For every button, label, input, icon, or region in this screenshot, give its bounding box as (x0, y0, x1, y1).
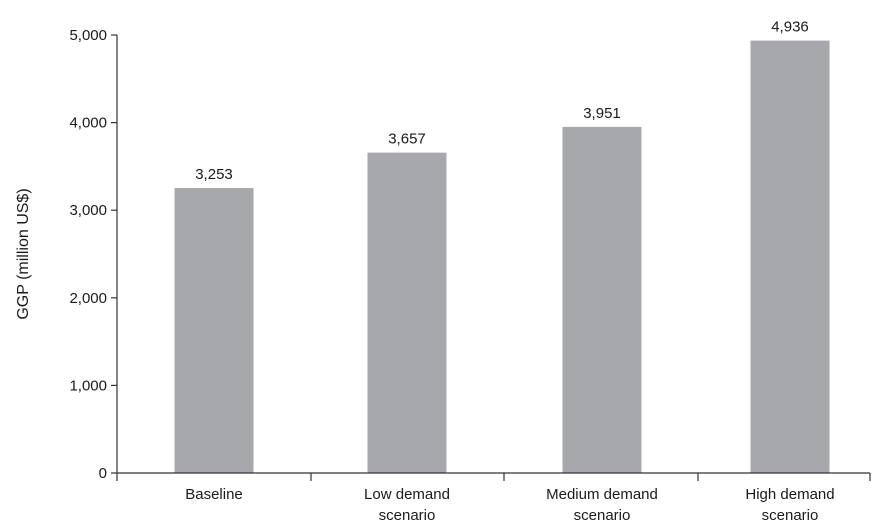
y-tick-label: 2,000 (69, 290, 107, 307)
bar-value-label: 3,657 (388, 131, 426, 148)
bar (562, 126, 642, 474)
y-axis: 0 1,000 2,000 3,000 4,000 5,000 (69, 27, 118, 482)
x-category-label: Low demand scenario (364, 486, 450, 524)
bar-value-label: 4,936 (771, 19, 809, 36)
x-axis: Baseline Low demand scenario Medium demand s… (116, 472, 871, 524)
x-category-label: Medium demand scenario (546, 486, 658, 524)
y-tick-label: 0 (99, 465, 107, 482)
y-tick-label: 1,000 (69, 377, 107, 394)
x-category-label-line: Low demand (364, 486, 450, 503)
bars-group: 3,253 3,657 3,951 4,936 (174, 19, 830, 474)
bar-value-label: 3,253 (195, 166, 233, 183)
x-category-label-line: scenario (379, 507, 436, 524)
y-axis-title: GGP (million US$) (15, 188, 32, 319)
x-category-label: High demand scenario (745, 486, 834, 524)
x-category-label-line: scenario (574, 507, 631, 524)
x-category-label: Baseline (185, 486, 243, 503)
y-tick-label: 4,000 (69, 115, 107, 132)
x-category-label-line: High demand (745, 486, 834, 503)
y-tick-label: 5,000 (69, 27, 107, 44)
bar (174, 188, 254, 473)
x-category-label-line: Medium demand (546, 486, 658, 503)
bar (750, 40, 830, 474)
x-category-label-line: Baseline (185, 486, 243, 503)
x-category-label-line: scenario (762, 507, 819, 524)
y-tick-label: 3,000 (69, 202, 107, 219)
bar-value-label: 3,951 (583, 105, 621, 122)
bar (367, 152, 447, 474)
